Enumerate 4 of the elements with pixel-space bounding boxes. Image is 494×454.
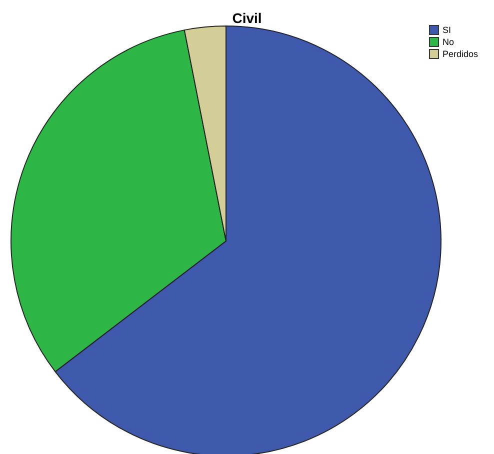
legend-label: No — [442, 36, 454, 48]
slice-label: SI — [442, 24, 451, 36]
chart-title: Civil — [231, 10, 263, 26]
legend-label: Perdidos — [442, 48, 478, 60]
